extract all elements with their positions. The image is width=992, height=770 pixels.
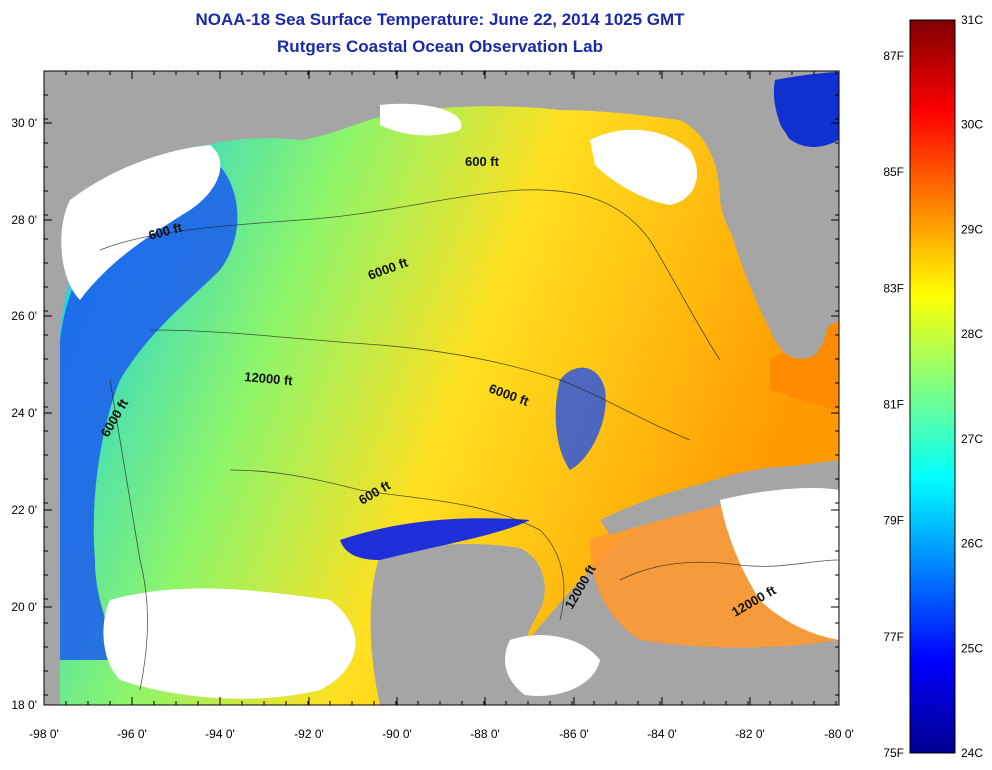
fahrenheit-label: 81F [883,398,904,412]
longitude-tick-label: -84 0' [647,727,677,741]
fahrenheit-label: 75F [883,746,904,760]
fahrenheit-label: 83F [883,281,904,295]
cold-water-west [60,150,238,660]
cold-water-yucatan [340,518,530,560]
longitude-tick-label: -80 0' [824,727,854,741]
latitude-tick-label: 18 0' [11,698,37,712]
latitude-tick-label: 28 0' [11,213,37,227]
cloud-texas [61,145,221,300]
fahrenheit-label: 85F [883,165,904,179]
latitude-tick-label: 24 0' [11,406,37,420]
atlantic-cool-water [773,72,839,147]
map-frame [43,70,840,706]
latitude-tick-label: 22 0' [11,503,37,517]
contour-label: 12000 ft [244,369,294,388]
cloud-louisiana [380,103,462,136]
cloud-southeast [720,488,839,640]
cold-water-central [555,367,606,470]
contour-label: 600 ft [465,154,500,169]
celsius-label: 30C [961,118,983,132]
fahrenheit-label: 87F [883,49,904,63]
longitude-tick-label: -86 0' [559,727,589,741]
map-axes: 30 0' 28 0' 26 0' 24 0' 22 0' 20 0' 18 0' -98 0… [11,70,854,741]
longitude-tick-label: -92 0' [294,727,324,741]
cloud-yucatan [505,635,600,696]
map-subtitle: Rutgers Coastal Ocean Observation Lab [277,37,603,56]
celsius-label: 25C [961,641,983,655]
fahrenheit-label: 77F [883,630,904,644]
celsius-label: 31C [961,13,983,27]
celsius-label: 29C [961,222,983,236]
longitude-tick-label: -90 0' [382,727,412,741]
latitude-tick-label: 30 0' [11,116,37,130]
colorbar [909,19,956,754]
florida-land [719,123,831,359]
map-title: NOAA-18 Sea Surface Temperature: June 22… [195,10,685,29]
yucatan-land [370,544,545,705]
celsius-label: 24C [961,746,983,760]
longitude-tick-label: -96 0' [117,727,147,741]
celsius-label: 27C [961,432,983,446]
colorbar-labels: 31C 30C 29C 28C 27C 26C 25C 24C 87F 85F 83F 81F 79F 7… [883,13,983,760]
map-image: 600 ft 600 ft 6000 ft 12000 ft 6000 ft 6… [44,71,839,705]
celsius-label: 28C [961,327,983,341]
bathymetry-contours [99,189,839,691]
latitude-tick-label: 20 0' [11,600,37,614]
fahrenheit-label: 79F [883,514,904,528]
longitude-tick-label: -94 0' [205,727,235,741]
gulf-water [60,106,839,705]
celsius-label: 26C [961,537,983,551]
longitude-tick-label: -82 0' [735,727,765,741]
latitude-tick-label: 26 0' [11,309,37,323]
cloud-mississippi [590,129,698,205]
longitude-tick-label: -98 0' [29,727,59,741]
cuba-land [600,460,839,535]
cloud-southwest [103,588,356,699]
longitude-tick-label: -88 0' [470,727,500,741]
